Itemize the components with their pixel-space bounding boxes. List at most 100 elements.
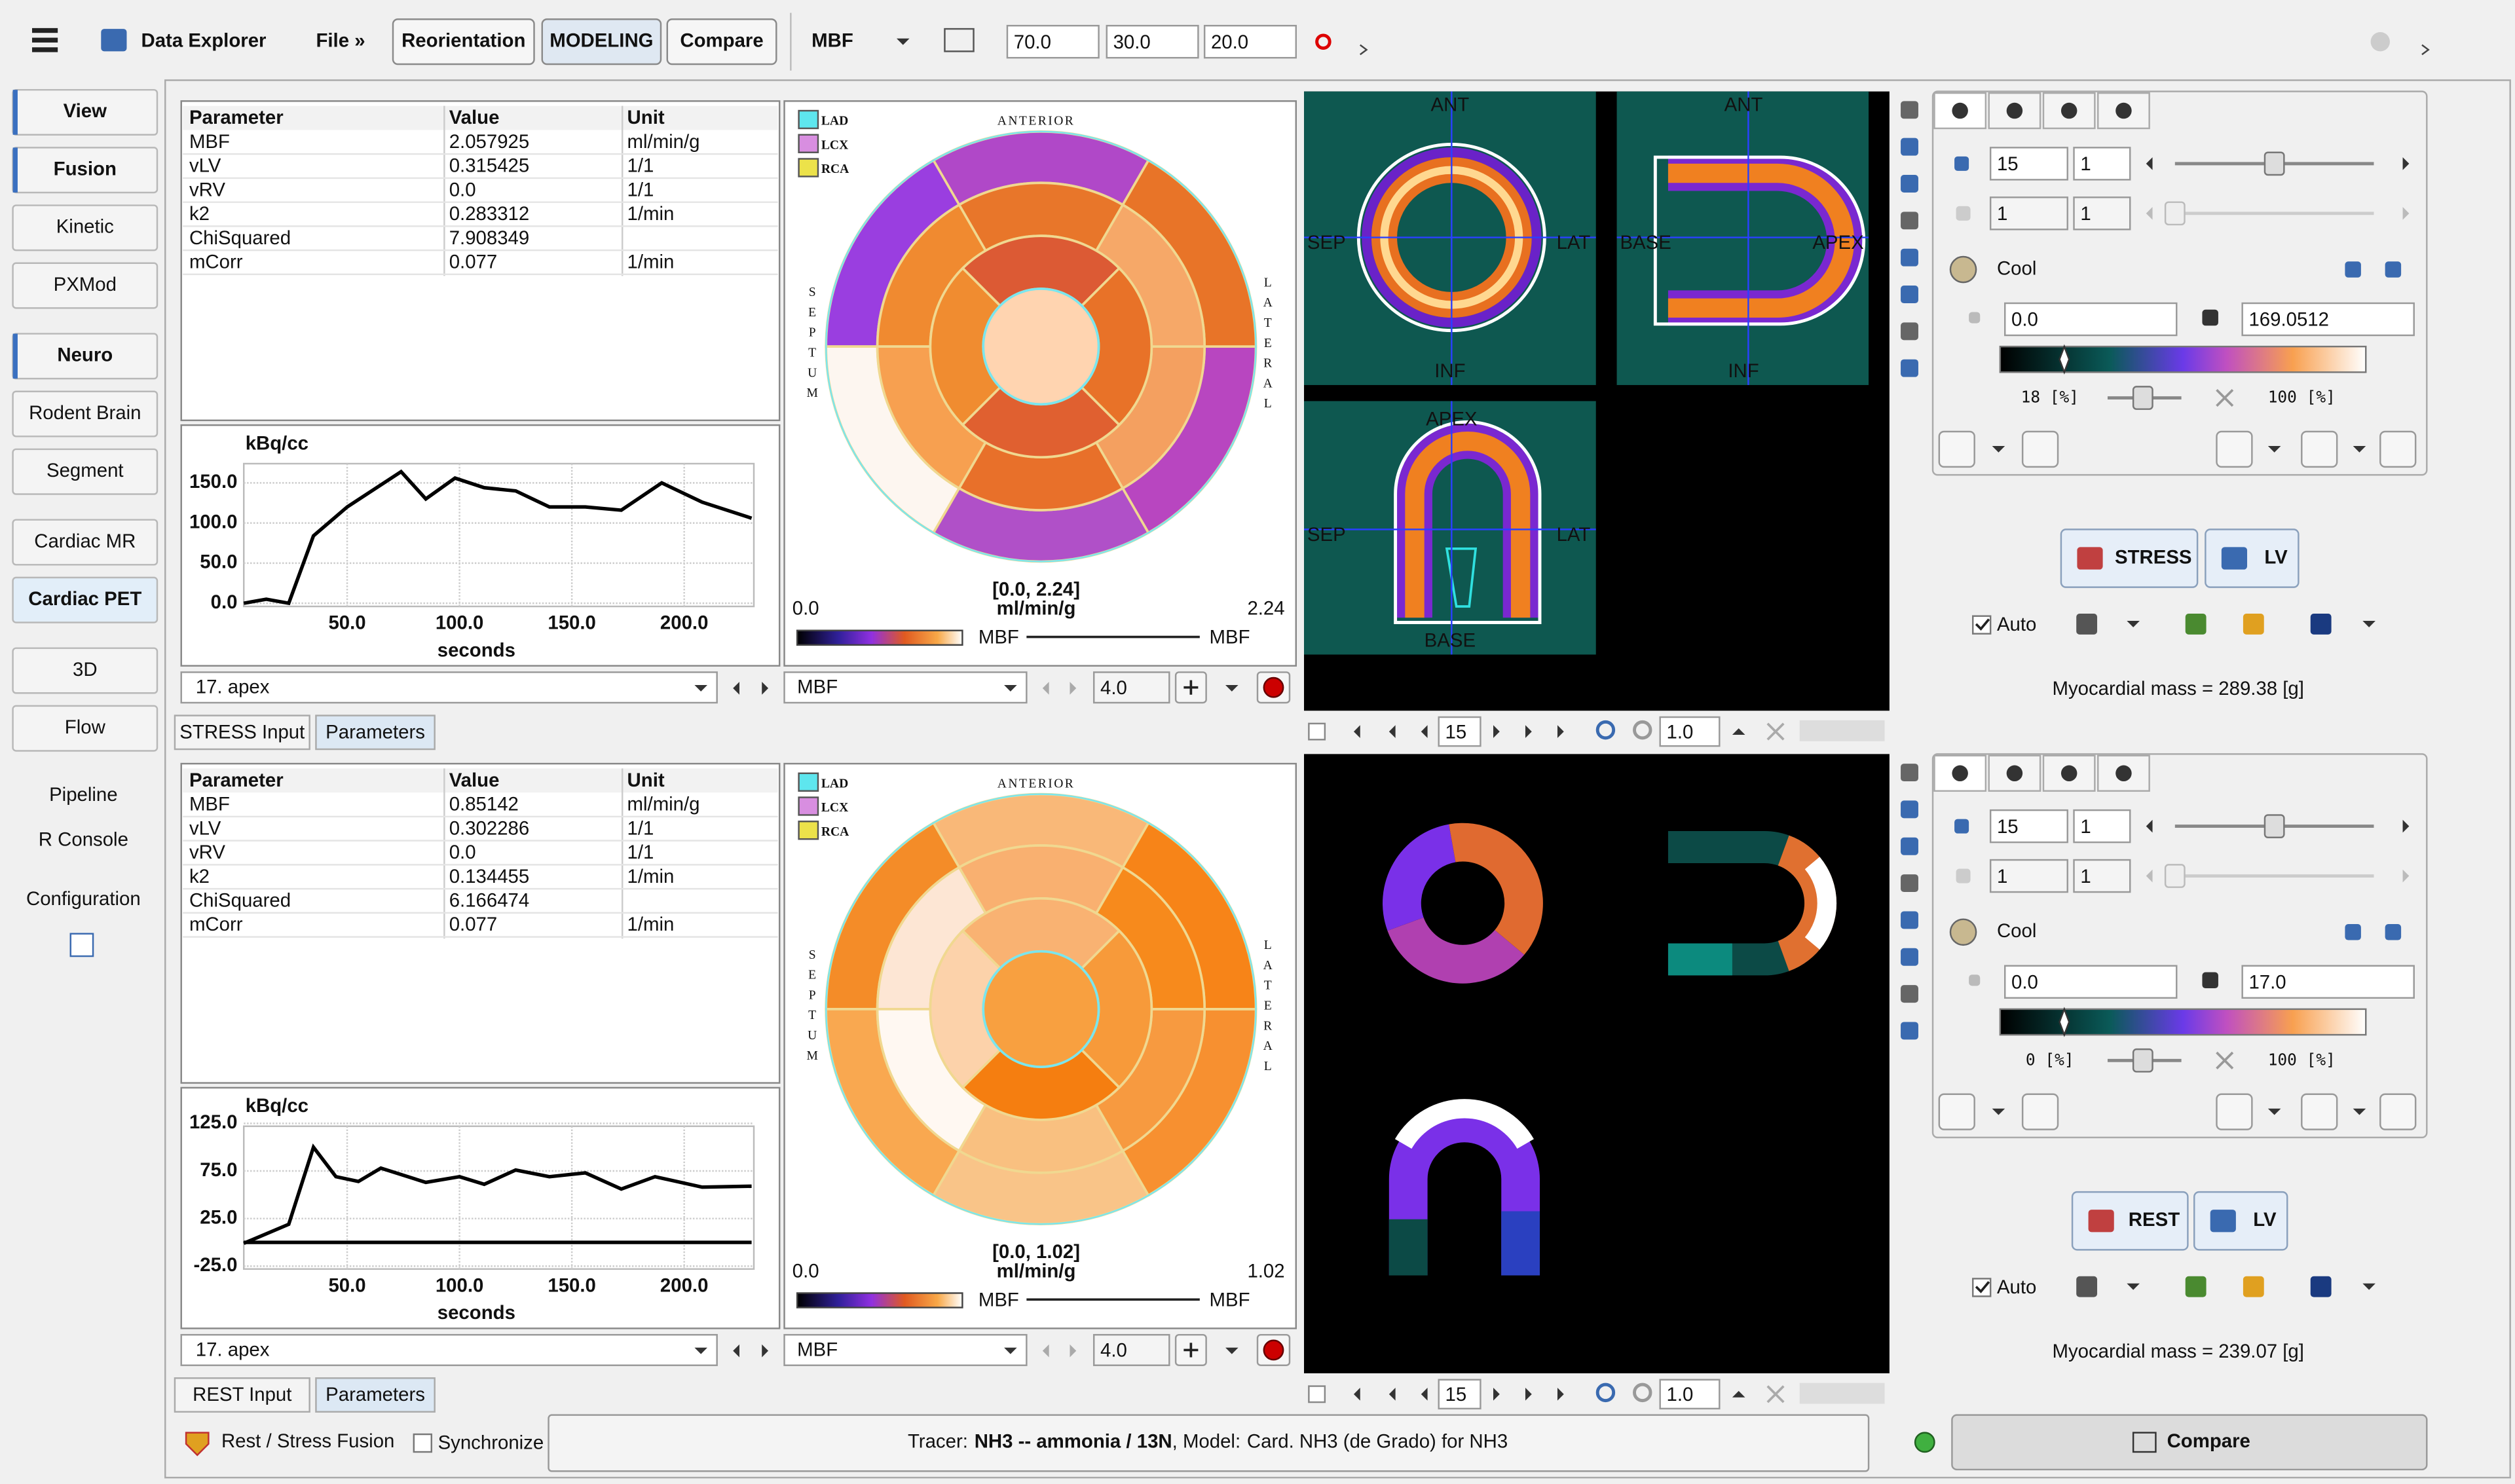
slider-arrow[interactable] bbox=[2402, 157, 2410, 170]
sidebar-button[interactable] bbox=[12, 576, 158, 623]
icon[interactable] bbox=[2345, 924, 2361, 940]
tool-icon[interactable] bbox=[1901, 212, 1918, 230]
select[interactable] bbox=[180, 1333, 718, 1366]
record-icon[interactable] bbox=[1263, 677, 1284, 698]
tool-button[interactable] bbox=[1938, 430, 1975, 468]
icon[interactable] bbox=[2385, 924, 2402, 940]
tool-button[interactable] bbox=[1938, 1093, 1975, 1130]
dropdown-arrow[interactable] bbox=[896, 38, 910, 45]
tool-button[interactable] bbox=[2021, 1093, 2059, 1130]
prev-arrow[interactable] bbox=[733, 682, 739, 695]
dropdown-arrow[interactable] bbox=[694, 685, 707, 692]
select[interactable] bbox=[180, 671, 718, 704]
prev-arrow[interactable] bbox=[1042, 1344, 1049, 1358]
next-arrow[interactable] bbox=[1070, 1344, 1077, 1358]
text-field[interactable] bbox=[1092, 671, 1170, 704]
sidebar-button[interactable] bbox=[12, 647, 158, 694]
select[interactable] bbox=[783, 671, 1028, 704]
tool-button[interactable] bbox=[2301, 1093, 2338, 1130]
tool-button[interactable] bbox=[2216, 1093, 2253, 1130]
prev-arrow[interactable] bbox=[1042, 682, 1049, 695]
tool-icon[interactable] bbox=[1901, 800, 1918, 819]
checkbox[interactable] bbox=[1308, 1385, 1326, 1403]
tool-icon[interactable] bbox=[1901, 286, 1918, 303]
nav-arrow[interactable] bbox=[1525, 725, 1532, 738]
slider-arrow[interactable] bbox=[2402, 869, 2410, 883]
dropdown-arrow[interactable] bbox=[694, 1347, 707, 1354]
icon[interactable] bbox=[1954, 819, 1969, 834]
menu-icon[interactable] bbox=[31, 28, 58, 33]
record-icon[interactable] bbox=[1315, 33, 1332, 50]
text-field[interactable] bbox=[1989, 859, 2068, 893]
text-field[interactable] bbox=[2073, 809, 2131, 844]
icon[interactable] bbox=[2076, 614, 2098, 635]
next-arrow[interactable] bbox=[762, 1344, 769, 1358]
icon[interactable] bbox=[2310, 614, 2332, 635]
button[interactable] bbox=[2205, 529, 2300, 588]
menu-icon[interactable] bbox=[31, 47, 58, 52]
sidebar-item[interactable]: Configuration bbox=[26, 888, 141, 910]
tool-icon[interactable] bbox=[1901, 175, 1918, 193]
tool-icon[interactable] bbox=[1901, 1022, 1918, 1040]
tab[interactable] bbox=[174, 714, 310, 751]
tool-icon[interactable] bbox=[1901, 985, 1918, 1003]
text-field[interactable] bbox=[1106, 24, 1199, 59]
button[interactable] bbox=[541, 18, 662, 65]
icon[interactable] bbox=[1969, 312, 1981, 324]
tab[interactable] bbox=[315, 714, 436, 751]
text-field[interactable] bbox=[1989, 809, 2068, 844]
icon[interactable] bbox=[1956, 206, 1971, 221]
zoom-icon[interactable] bbox=[1633, 1382, 1652, 1403]
nav-arrow[interactable] bbox=[1388, 725, 1396, 738]
slider-arrow[interactable] bbox=[2146, 869, 2153, 883]
icon[interactable] bbox=[2185, 614, 2207, 635]
text-field[interactable] bbox=[2241, 965, 2415, 999]
tool-button[interactable] bbox=[2301, 430, 2338, 468]
slider-arrow[interactable] bbox=[2146, 819, 2153, 833]
dropdown-arrow[interactable] bbox=[1225, 685, 1239, 692]
panel-tab[interactable] bbox=[1988, 754, 2041, 792]
slider-knob[interactable] bbox=[2132, 386, 2153, 410]
text-field[interactable] bbox=[1659, 1379, 1721, 1410]
text-field[interactable] bbox=[1438, 716, 1481, 747]
prev-arrow[interactable] bbox=[733, 1344, 739, 1358]
fusion-icon[interactable] bbox=[944, 28, 975, 52]
sidebar-item[interactable]: R Console bbox=[39, 828, 128, 850]
icon[interactable] bbox=[2185, 1276, 2207, 1297]
icon[interactable] bbox=[2310, 1276, 2332, 1297]
nav-arrow[interactable] bbox=[1421, 725, 1428, 738]
icon[interactable] bbox=[1954, 156, 1969, 171]
tool-icon[interactable] bbox=[1901, 248, 1918, 267]
tool-icon[interactable] bbox=[1901, 359, 1918, 377]
compare-button[interactable] bbox=[1951, 1414, 2428, 1471]
record-icon[interactable] bbox=[1263, 1339, 1284, 1361]
text-field[interactable] bbox=[1989, 196, 2068, 231]
icon[interactable] bbox=[2202, 972, 2218, 989]
palette-icon[interactable] bbox=[1949, 918, 1977, 946]
slider-arrow[interactable] bbox=[2146, 157, 2153, 170]
dropdown-arrow[interactable] bbox=[2362, 621, 2375, 627]
select[interactable] bbox=[783, 1333, 1028, 1366]
nav-arrow[interactable] bbox=[1353, 725, 1360, 738]
icon[interactable] bbox=[2243, 1276, 2264, 1297]
slider-knob[interactable] bbox=[2264, 151, 2285, 176]
tool-button[interactable] bbox=[2379, 430, 2417, 468]
text-field[interactable] bbox=[1203, 24, 1297, 59]
dropdown-arrow[interactable] bbox=[2362, 1283, 2375, 1290]
text-field[interactable] bbox=[1438, 1379, 1481, 1410]
button[interactable] bbox=[666, 18, 777, 65]
tool-button[interactable] bbox=[2216, 430, 2253, 468]
next-arrow[interactable] bbox=[1070, 682, 1077, 695]
tab[interactable] bbox=[315, 1377, 436, 1413]
text-field[interactable] bbox=[2004, 965, 2178, 999]
up-arrow[interactable] bbox=[1732, 1390, 1745, 1398]
tool-icon[interactable] bbox=[1901, 101, 1918, 119]
checkbox[interactable] bbox=[413, 1433, 432, 1453]
dropdown-arrow[interactable] bbox=[1992, 1108, 2005, 1115]
dropdown-arrow[interactable] bbox=[1004, 685, 1017, 692]
dropdown-arrow[interactable] bbox=[2127, 621, 2140, 627]
nav-arrow[interactable] bbox=[1493, 1388, 1500, 1401]
nav-arrow[interactable] bbox=[1388, 1388, 1396, 1401]
sidebar-button[interactable] bbox=[12, 448, 158, 495]
slider-knob[interactable] bbox=[2132, 1048, 2153, 1073]
